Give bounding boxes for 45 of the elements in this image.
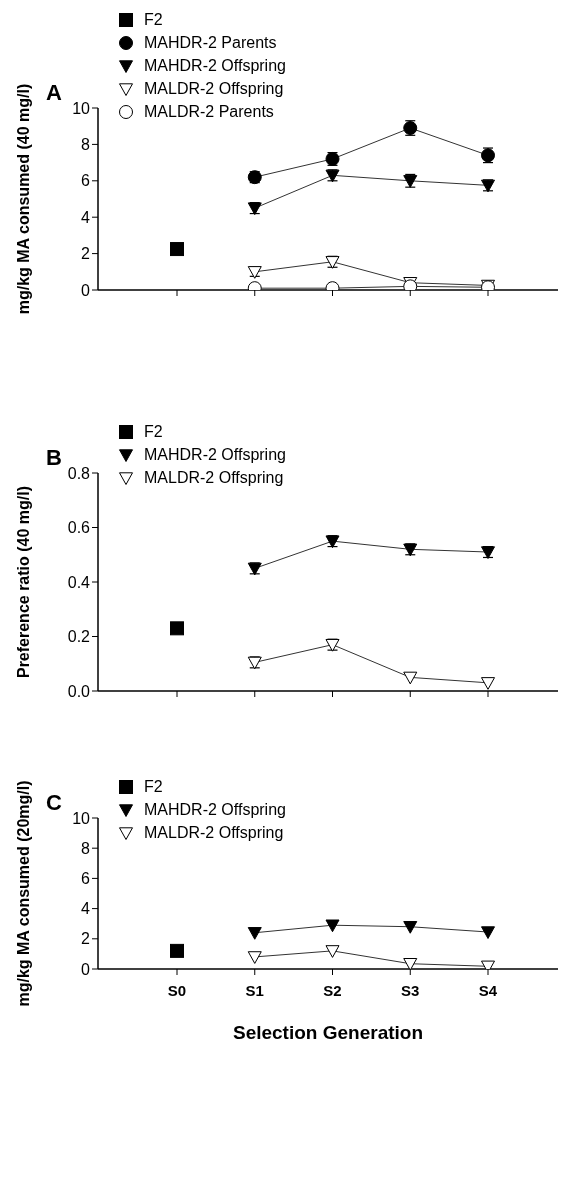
y-tick-label: 0.6 xyxy=(67,519,91,537)
y-tick-label: 2 xyxy=(81,930,91,948)
y-tick-label: 0.8 xyxy=(67,464,91,482)
y-tick-label: 8 xyxy=(81,839,91,857)
y-tick-label: 10 xyxy=(72,809,91,827)
y-tick-label: 4 xyxy=(81,208,91,226)
point xyxy=(403,671,418,685)
legend-label: MAHDR-2 Offspring xyxy=(144,800,286,819)
legend-label: MALDR-2 Parents xyxy=(144,102,274,121)
y-tick-label: 10 xyxy=(72,99,91,117)
legend-label: F2 xyxy=(144,422,163,441)
legend-label: MAHDR-2 Offspring xyxy=(144,56,286,75)
y-axis-title: mg/kg MA consumed (40 mg/l) xyxy=(14,83,32,315)
chart-title: B xyxy=(46,445,62,471)
y-tick-label: 0.2 xyxy=(67,628,91,646)
y-tick-label: 8 xyxy=(81,136,91,154)
y-tick-label: 0.0 xyxy=(67,682,91,700)
x-tick-label: S0 xyxy=(167,981,187,999)
legend-label: MALDR-2 Offspring xyxy=(144,823,284,842)
point xyxy=(481,677,495,690)
x-tick-label: S3 xyxy=(401,981,420,999)
legend-label: F2 xyxy=(144,777,163,796)
legend-label: MALDR-2 Offspring xyxy=(144,468,284,487)
y-tick-label: 6 xyxy=(81,172,91,190)
point xyxy=(170,621,184,636)
y-tick-label: 0.4 xyxy=(67,573,91,591)
x-tick-label: S2 xyxy=(323,981,342,999)
y-tick-label: 6 xyxy=(81,870,91,888)
legend-label: MAHDR-2 Parents xyxy=(144,33,277,52)
y-tick-label: 4 xyxy=(81,900,91,918)
y-axis-title: Preference ratio (40 mg/l) xyxy=(14,485,32,679)
legend-label: MALDR-2 Offspring xyxy=(144,79,284,98)
x-axis-title: Selection Generation xyxy=(232,1022,424,1043)
y-tick-label: 2 xyxy=(81,245,91,263)
point xyxy=(170,242,184,257)
chart-title: C xyxy=(46,790,62,816)
point xyxy=(247,266,262,279)
x-tick-label: S4 xyxy=(478,981,498,999)
y-tick-label: 0 xyxy=(81,960,91,978)
legend-label: MAHDR-2 Offspring xyxy=(144,445,286,464)
chart-title: A xyxy=(46,80,62,106)
y-tick-label: 0 xyxy=(81,281,91,299)
y-axis-title: mg/kg MA consumed (20mg/l) xyxy=(14,780,32,1007)
legend-label: F2 xyxy=(144,10,163,29)
x-tick-label: S1 xyxy=(245,981,264,999)
